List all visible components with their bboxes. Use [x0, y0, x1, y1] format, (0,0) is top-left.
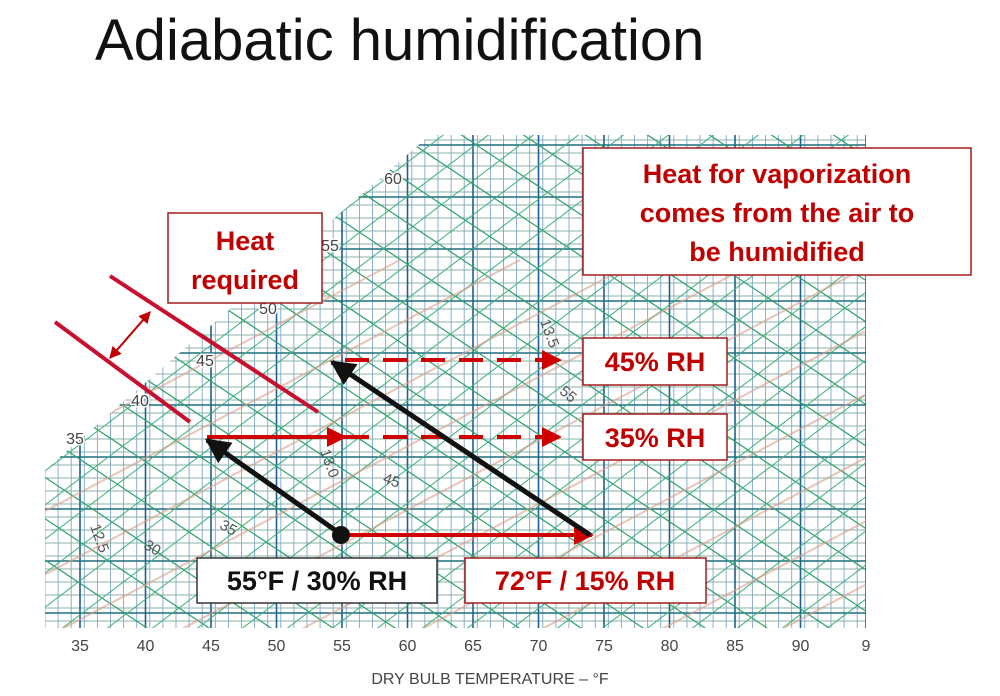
chart-label: 60	[384, 171, 402, 188]
enthalpy-grid	[45, 135, 275, 628]
wetbulb-grid	[45, 135, 46, 628]
wetbulb-grid	[45, 135, 226, 628]
chart-label: 55	[556, 383, 580, 407]
callout-text: Heat for vaporization	[643, 159, 912, 189]
rh-label: 45% RH	[605, 347, 706, 377]
x-axis-label: DRY BULB TEMPERATURE – °F	[371, 671, 609, 688]
x-tick-label: 35	[71, 638, 89, 655]
wetbulb-grid	[644, 135, 866, 628]
x-tick-label: 85	[726, 638, 744, 655]
enthalpy-line	[108, 274, 320, 414]
callout-text: comes from the air to	[640, 198, 915, 228]
x-tick-label: 70	[530, 638, 548, 655]
chart-label: 45	[381, 470, 402, 492]
rh-box	[582, 413, 728, 461]
axis-strip	[45, 628, 866, 666]
x-tick-label: 90	[792, 638, 810, 655]
wetbulb-grid	[45, 135, 631, 628]
callout-box	[582, 147, 972, 276]
callout-text: required	[191, 265, 299, 295]
wetbulb-grid	[45, 135, 541, 628]
chart-label: 30	[141, 537, 164, 560]
chart-label: 55	[321, 238, 339, 255]
x-tick-label: 75	[595, 638, 613, 655]
enthalpy-grid	[453, 135, 866, 628]
double-arrow	[109, 311, 151, 359]
chart-label: 35	[217, 517, 240, 540]
wetbulb-grid	[45, 135, 586, 628]
title: Adiabatic humidification	[95, 8, 704, 73]
wetbulb-grid	[689, 135, 866, 628]
rh-grid	[779, 259, 866, 628]
callout-text: Heat	[216, 226, 275, 256]
x-tick-label: 55	[333, 638, 351, 655]
state-box	[464, 557, 707, 604]
chart-label: 45	[196, 353, 214, 370]
enthalpy-grid	[45, 135, 213, 628]
x-tick-label: 65	[464, 638, 482, 655]
wetbulb-grid	[464, 135, 866, 628]
rh-grid	[45, 259, 521, 628]
wetbulb-grid	[45, 135, 361, 628]
state-point	[332, 526, 350, 544]
chart-label: 50	[259, 301, 277, 318]
wetbulb-grid	[554, 135, 866, 628]
x-tick-label: 9	[862, 638, 871, 655]
wetbulb-grid	[599, 135, 866, 628]
humidify-arrow	[329, 359, 592, 538]
wetbulb-grid	[419, 135, 866, 628]
rh-label: 35% RH	[605, 423, 706, 453]
callout-box	[167, 212, 323, 304]
rh-box	[582, 337, 728, 386]
chart-label: 35	[66, 431, 84, 448]
rh-grid	[45, 259, 641, 628]
enthalpy-grid	[45, 135, 337, 628]
rh-grid	[59, 259, 761, 628]
callout-text: be humidified	[689, 237, 865, 267]
x-tick-label: 60	[399, 638, 417, 655]
wetbulb-grid	[45, 135, 676, 628]
enthalpy-line	[53, 320, 192, 424]
humidify-arrow	[204, 437, 344, 538]
state-label: 72°F / 15% RH	[495, 566, 675, 596]
state-box	[196, 557, 438, 604]
x-axis: 35 40 45 50 55 60 65 70 75 80 85 90 9	[71, 638, 870, 655]
enthalpy-grid	[45, 135, 151, 628]
chart-label: 40	[131, 393, 149, 410]
enthalpy-grid	[391, 135, 866, 628]
x-tick-label: 50	[268, 638, 286, 655]
x-tick-label: 45	[202, 638, 220, 655]
rh-grid	[659, 259, 866, 628]
wetbulb-grid	[734, 135, 866, 628]
wetbulb-grid	[45, 135, 496, 628]
x-tick-label: 80	[661, 638, 679, 655]
enthalpy-grid	[45, 135, 399, 628]
state-label: 55°F / 30% RH	[227, 566, 407, 596]
x-tick-label: 40	[137, 638, 155, 655]
wetbulb-grid	[509, 135, 866, 628]
